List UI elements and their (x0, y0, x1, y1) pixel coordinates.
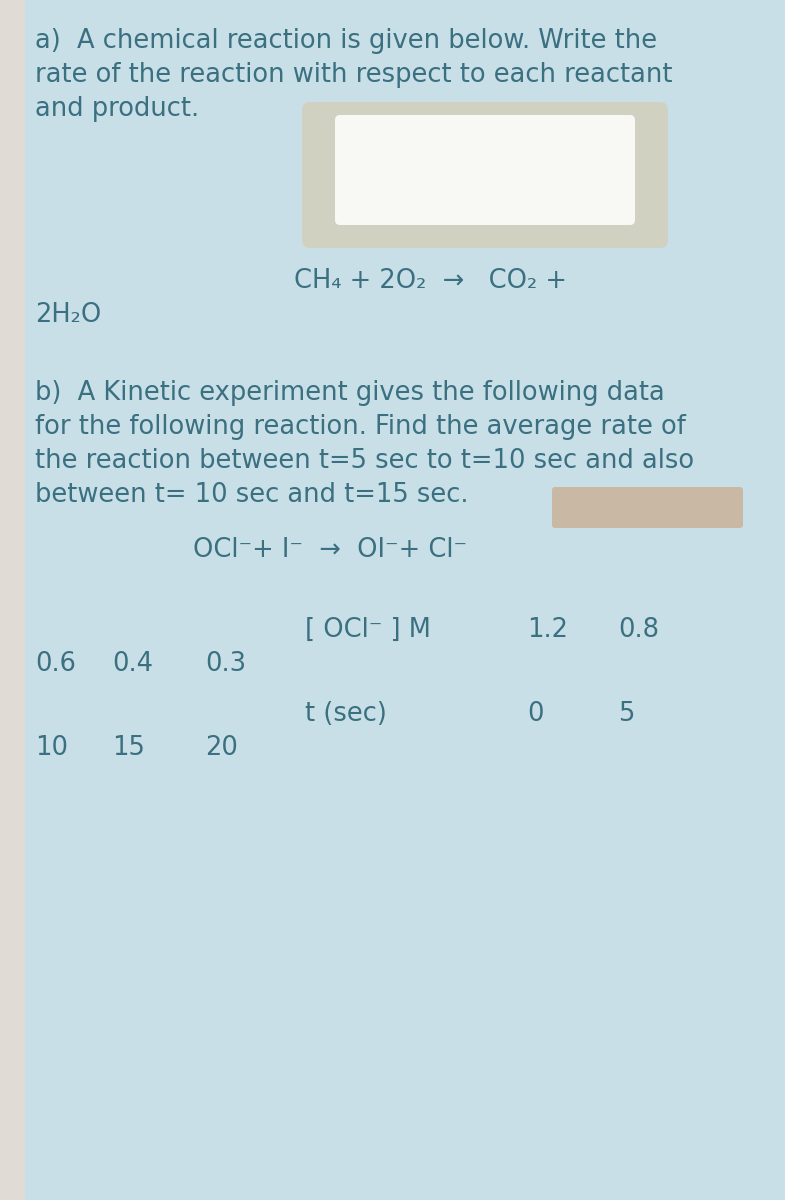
Text: the reaction between t=5 sec to t=10 sec and also: the reaction between t=5 sec to t=10 sec… (35, 448, 694, 474)
Text: 15: 15 (112, 734, 145, 761)
Text: 20: 20 (205, 734, 238, 761)
Text: 0.6: 0.6 (35, 650, 76, 677)
Text: 0: 0 (527, 701, 543, 727)
Text: 0.8: 0.8 (618, 617, 659, 643)
FancyBboxPatch shape (335, 115, 635, 226)
Text: and product.: and product. (35, 96, 199, 122)
Text: rate of the reaction with respect to each reactant: rate of the reaction with respect to eac… (35, 62, 673, 88)
Text: CH₄ + 2O₂  →   CO₂ +: CH₄ + 2O₂ → CO₂ + (294, 268, 567, 294)
Text: OCl⁻+ I⁻  →  OI⁻+ Cl⁻: OCl⁻+ I⁻ → OI⁻+ Cl⁻ (193, 538, 467, 563)
Text: 5: 5 (618, 701, 634, 727)
Text: [ OCl⁻ ] M: [ OCl⁻ ] M (305, 617, 431, 643)
Text: 2H₂O: 2H₂O (35, 302, 101, 328)
Text: 1.2: 1.2 (527, 617, 568, 643)
FancyBboxPatch shape (302, 102, 668, 248)
Text: for the following reaction. Find the average rate of: for the following reaction. Find the ave… (35, 414, 686, 440)
Text: 10: 10 (35, 734, 68, 761)
Text: t (sec): t (sec) (305, 701, 387, 727)
Text: 0.4: 0.4 (112, 650, 153, 677)
FancyBboxPatch shape (552, 487, 743, 528)
Text: between t= 10 sec and t=15 sec.: between t= 10 sec and t=15 sec. (35, 482, 469, 508)
Text: a)  A chemical reaction is given below. Write the: a) A chemical reaction is given below. W… (35, 28, 657, 54)
Bar (0, 0, 25, 1200)
Text: 0.3: 0.3 (205, 650, 246, 677)
Text: b)  A Kinetic experiment gives the following data: b) A Kinetic experiment gives the follow… (35, 380, 665, 406)
